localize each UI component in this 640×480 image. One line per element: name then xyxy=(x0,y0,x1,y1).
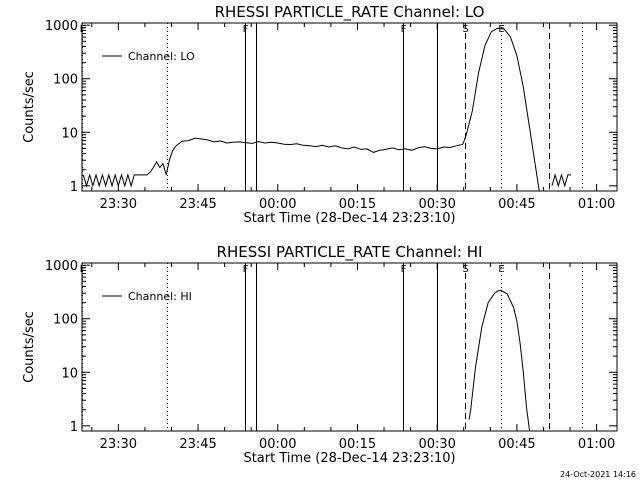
event-marker-label: F xyxy=(80,24,86,35)
x-axis-label: Start Time (28-Dec-14 23:23:10) xyxy=(243,451,455,466)
event-marker-label: F xyxy=(80,264,86,275)
footer-timestamp: 24-Oct-2021 14:16 xyxy=(560,470,636,479)
series-line xyxy=(465,27,540,192)
series-line xyxy=(468,289,531,432)
x-axis-label: Start Time (28-Dec-14 23:23:10) xyxy=(243,211,455,226)
legend-label: Channel: LO xyxy=(128,50,195,63)
legend-label: Channel: HI xyxy=(128,290,192,303)
x-tick-label: 23:30 xyxy=(100,437,137,452)
event-marker-label: F xyxy=(243,24,249,35)
legend: Channel: LO xyxy=(102,50,195,63)
x-tick-label: 00:00 xyxy=(259,437,296,452)
event-marker-label: F xyxy=(401,264,407,275)
x-tick-label: 00:45 xyxy=(498,197,535,212)
x-tick-label: 00:30 xyxy=(418,437,455,452)
x-tick-label: 01:00 xyxy=(578,437,615,452)
y-tick-label: 1 xyxy=(70,420,78,435)
y-tick-label: 100 xyxy=(53,73,78,88)
x-tick-label: 23:30 xyxy=(100,197,137,212)
y-tick-label: 10 xyxy=(61,126,78,141)
y-tick-label: 1000 xyxy=(45,259,78,274)
series-line xyxy=(82,135,467,188)
event-marker-label: S xyxy=(462,264,468,275)
x-tick-label: 00:00 xyxy=(259,197,296,212)
event-marker-label: F xyxy=(243,264,249,275)
x-tick-label: 00:15 xyxy=(339,437,376,452)
x-tick-label: 00:15 xyxy=(339,197,376,212)
x-tick-label: 01:00 xyxy=(578,197,615,212)
y-axis-label: Counts/sec xyxy=(22,71,37,143)
y-tick-label: 100 xyxy=(53,313,78,328)
x-tick-label: 00:45 xyxy=(498,437,535,452)
x-tick-label: 23:45 xyxy=(179,197,216,212)
event-marker-label: E xyxy=(498,24,504,35)
x-tick-label: 23:45 xyxy=(179,437,216,452)
chart-title: RHESSI PARTICLE_RATE Channel: LO xyxy=(215,3,485,22)
panel-lo: RHESSI PARTICLE_RATE Channel: LO 23:30 23:… xyxy=(22,3,618,226)
y-tick-label: 1 xyxy=(70,180,78,195)
x-tick-label: 00:30 xyxy=(418,197,455,212)
y-tick-label: 10 xyxy=(61,366,78,381)
panel-hi: RHESSI PARTICLE_RATE Channel: HI 23:30 23:… xyxy=(22,243,618,466)
y-tick-label: 1000 xyxy=(45,19,78,34)
y-axis-label: Counts/sec xyxy=(22,311,37,383)
series-line xyxy=(551,173,572,188)
plot-frame xyxy=(81,22,618,192)
legend: Channel: HI xyxy=(102,290,192,303)
chart-title: RHESSI PARTICLE_RATE Channel: HI xyxy=(217,243,483,262)
event-marker-label: E xyxy=(498,264,504,275)
event-marker-label: S xyxy=(462,24,468,35)
plot-frame xyxy=(81,262,618,432)
event-marker-label: F xyxy=(401,24,407,35)
